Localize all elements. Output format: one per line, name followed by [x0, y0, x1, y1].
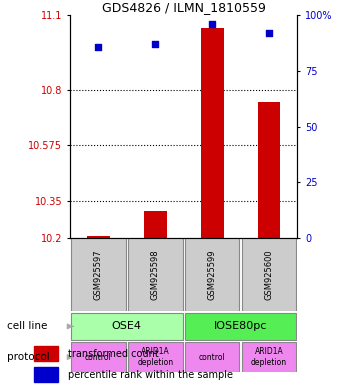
Bar: [185, 343, 239, 372]
Text: control: control: [199, 353, 225, 362]
Bar: [258, 102, 280, 238]
Text: control: control: [85, 353, 112, 362]
Bar: [242, 238, 296, 311]
Point: [209, 21, 215, 27]
Text: ARID1A
depletion: ARID1A depletion: [137, 348, 173, 367]
Text: GSM925597: GSM925597: [94, 249, 103, 300]
Bar: [71, 313, 183, 340]
Bar: [87, 236, 110, 238]
Bar: [71, 343, 126, 372]
Bar: [185, 313, 296, 340]
Text: transformed count: transformed count: [68, 349, 159, 359]
Bar: [128, 343, 183, 372]
Bar: [201, 28, 224, 238]
Text: GSM925599: GSM925599: [208, 249, 217, 300]
Bar: [71, 238, 126, 311]
Text: IOSE80pc: IOSE80pc: [214, 321, 267, 331]
Point: [153, 41, 158, 47]
Bar: [34, 367, 58, 382]
Text: ARID1A
depletion: ARID1A depletion: [251, 348, 287, 367]
Title: GDS4826 / ILMN_1810559: GDS4826 / ILMN_1810559: [102, 1, 266, 14]
Point: [266, 30, 272, 36]
Text: protocol: protocol: [7, 352, 50, 362]
Bar: [242, 343, 296, 372]
Bar: [128, 238, 183, 311]
Bar: [185, 238, 239, 311]
Text: OSE4: OSE4: [112, 321, 142, 331]
Point: [96, 43, 101, 50]
Text: GSM925598: GSM925598: [151, 249, 160, 300]
Text: percentile rank within the sample: percentile rank within the sample: [68, 370, 233, 380]
Text: GSM925600: GSM925600: [265, 249, 274, 300]
Text: cell line: cell line: [7, 321, 47, 331]
Bar: [144, 211, 167, 238]
Bar: [34, 346, 58, 361]
